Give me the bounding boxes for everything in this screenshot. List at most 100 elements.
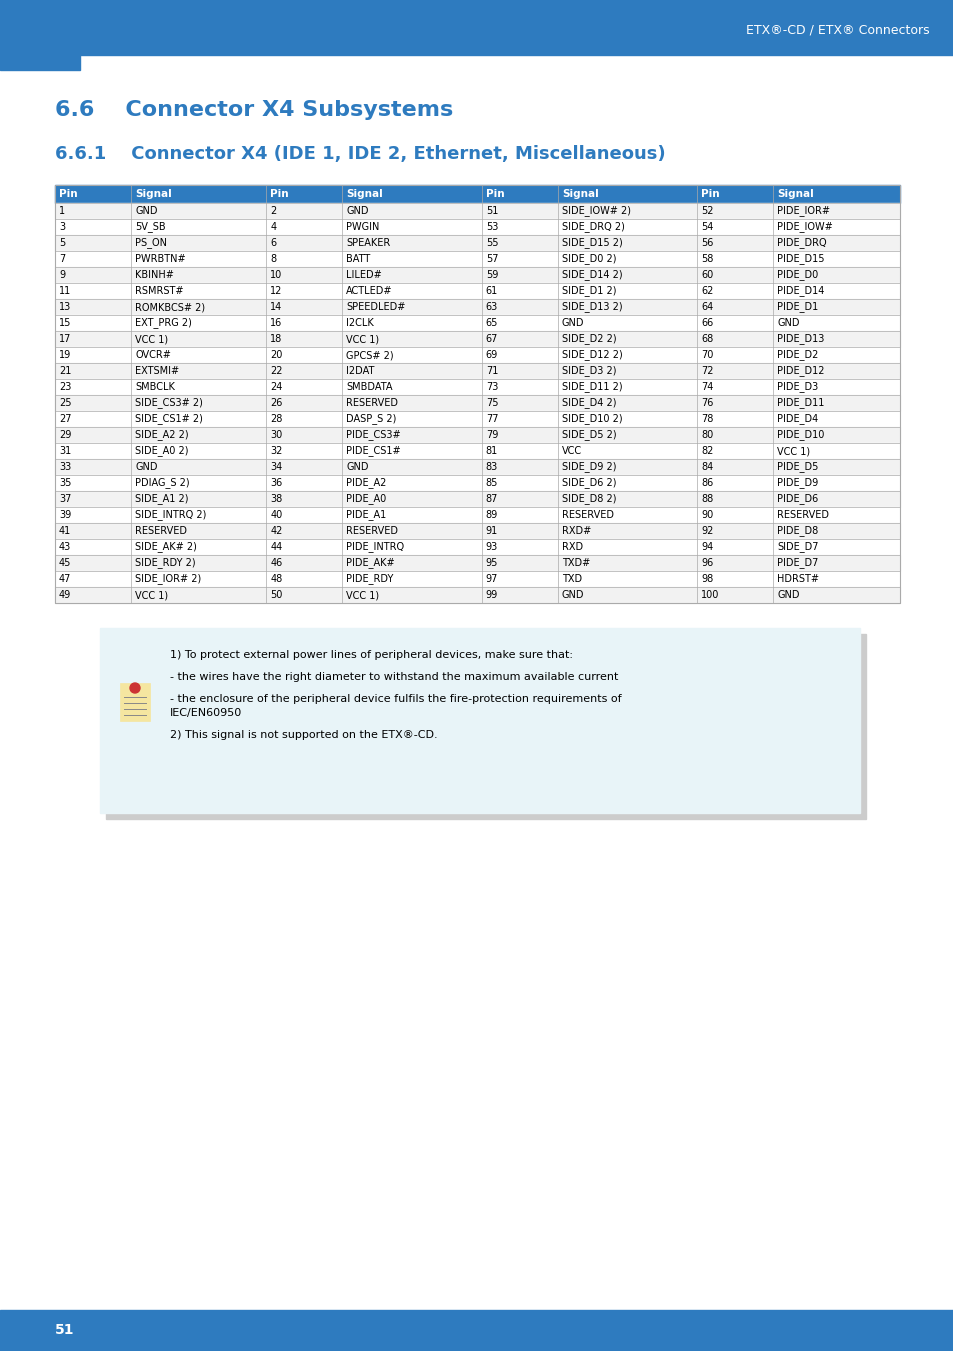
Text: SMBDATA: SMBDATA <box>346 382 393 392</box>
Text: GND: GND <box>777 317 799 328</box>
Text: 6: 6 <box>270 238 276 249</box>
Text: I2DAT: I2DAT <box>346 366 375 376</box>
Bar <box>55 443 899 459</box>
Text: 42: 42 <box>270 526 282 536</box>
Text: VCC 1): VCC 1) <box>346 590 379 600</box>
Text: 48: 48 <box>270 574 282 584</box>
Text: 6.6    Connector X4 Subsystems: 6.6 Connector X4 Subsystems <box>55 100 453 120</box>
Text: 54: 54 <box>700 222 713 232</box>
Text: ACTLED#: ACTLED# <box>346 286 393 296</box>
Text: 26: 26 <box>270 399 282 408</box>
Text: PIDE_DRQ: PIDE_DRQ <box>777 238 826 249</box>
Text: RESERVED: RESERVED <box>346 526 398 536</box>
Text: 25: 25 <box>59 399 71 408</box>
Text: 50: 50 <box>270 590 282 600</box>
Text: 7: 7 <box>59 254 65 263</box>
Text: 13: 13 <box>59 303 71 312</box>
Text: 86: 86 <box>700 478 713 488</box>
Text: VCC 1): VCC 1) <box>135 590 168 600</box>
Text: PIDE_D13: PIDE_D13 <box>777 334 823 345</box>
Text: 44: 44 <box>270 542 282 553</box>
Text: 60: 60 <box>700 270 713 280</box>
Bar <box>120 684 150 721</box>
Text: GPCS# 2): GPCS# 2) <box>346 350 394 359</box>
Text: PIDE_D1: PIDE_D1 <box>777 301 818 312</box>
Text: 35: 35 <box>59 478 71 488</box>
Text: SIDE_D1 2): SIDE_D1 2) <box>561 285 616 296</box>
Text: PS_ON: PS_ON <box>135 238 167 249</box>
Text: RXD: RXD <box>561 542 582 553</box>
Text: Pin: Pin <box>59 189 77 199</box>
Text: Signal: Signal <box>561 189 598 199</box>
Bar <box>55 427 899 443</box>
Text: 91: 91 <box>485 526 497 536</box>
Text: 79: 79 <box>485 430 497 440</box>
Text: PIDE_A1: PIDE_A1 <box>346 509 386 520</box>
Text: PIDE_D8: PIDE_D8 <box>777 526 818 536</box>
Bar <box>55 282 899 299</box>
Text: 16: 16 <box>270 317 282 328</box>
Text: 62: 62 <box>700 286 713 296</box>
Text: 51: 51 <box>55 1324 74 1337</box>
Text: 72: 72 <box>700 366 713 376</box>
Text: SIDE_DRQ 2): SIDE_DRQ 2) <box>561 222 624 232</box>
Text: 15: 15 <box>59 317 71 328</box>
Text: 46: 46 <box>270 558 282 567</box>
Text: 94: 94 <box>700 542 713 553</box>
Text: GND: GND <box>561 590 583 600</box>
Text: RSMRST#: RSMRST# <box>135 286 183 296</box>
Text: SMBCLK: SMBCLK <box>135 382 174 392</box>
Text: Pin: Pin <box>700 189 720 199</box>
Text: 89: 89 <box>485 509 497 520</box>
Text: 52: 52 <box>700 205 713 216</box>
Text: GND: GND <box>561 317 583 328</box>
Text: SIDE_D15 2): SIDE_D15 2) <box>561 238 622 249</box>
Text: 20: 20 <box>270 350 282 359</box>
Text: 55: 55 <box>485 238 497 249</box>
Text: 84: 84 <box>700 462 713 471</box>
Text: DASP_S 2): DASP_S 2) <box>346 413 396 424</box>
Text: SIDE_D0 2): SIDE_D0 2) <box>561 254 616 265</box>
Text: 21: 21 <box>59 366 71 376</box>
Text: 56: 56 <box>700 238 713 249</box>
Text: 8: 8 <box>270 254 276 263</box>
Text: SIDE_IOR# 2): SIDE_IOR# 2) <box>135 574 201 585</box>
Text: GND: GND <box>777 590 799 600</box>
Bar <box>55 476 899 490</box>
Text: 81: 81 <box>485 446 497 457</box>
Text: 27: 27 <box>59 413 71 424</box>
Text: SIDE_D13 2): SIDE_D13 2) <box>561 301 621 312</box>
Text: 99: 99 <box>485 590 497 600</box>
Text: 53: 53 <box>485 222 497 232</box>
Bar <box>55 299 899 315</box>
Text: Signal: Signal <box>346 189 383 199</box>
Bar <box>55 586 899 603</box>
Text: 31: 31 <box>59 446 71 457</box>
Text: SIDE_INTRQ 2): SIDE_INTRQ 2) <box>135 509 206 520</box>
Bar <box>55 523 899 539</box>
Text: SIDE_A0 2): SIDE_A0 2) <box>135 446 189 457</box>
Text: KBINH#: KBINH# <box>135 270 173 280</box>
Bar <box>55 347 899 363</box>
Text: 57: 57 <box>485 254 497 263</box>
Text: PIDE_D0: PIDE_D0 <box>777 270 818 281</box>
Text: PIDE_IOW#: PIDE_IOW# <box>777 222 832 232</box>
Text: 69: 69 <box>485 350 497 359</box>
Text: SIDE_D12 2): SIDE_D12 2) <box>561 350 622 361</box>
Text: PIDE_RDY: PIDE_RDY <box>346 574 394 585</box>
Text: 1: 1 <box>59 205 65 216</box>
Text: 2) This signal is not supported on the ETX®-CD.: 2) This signal is not supported on the E… <box>170 730 437 740</box>
Text: 17: 17 <box>59 334 71 345</box>
Bar <box>55 315 899 331</box>
Text: 5: 5 <box>59 238 65 249</box>
Text: VCC: VCC <box>561 446 581 457</box>
Text: 85: 85 <box>485 478 497 488</box>
Text: SIDE_D4 2): SIDE_D4 2) <box>561 397 616 408</box>
Text: PWGIN: PWGIN <box>346 222 379 232</box>
Text: LILED#: LILED# <box>346 270 381 280</box>
Text: 70: 70 <box>700 350 713 359</box>
Text: 97: 97 <box>485 574 497 584</box>
Text: SIDE_CS1# 2): SIDE_CS1# 2) <box>135 413 203 424</box>
Text: 2: 2 <box>270 205 276 216</box>
Text: SIDE_A1 2): SIDE_A1 2) <box>135 493 189 504</box>
